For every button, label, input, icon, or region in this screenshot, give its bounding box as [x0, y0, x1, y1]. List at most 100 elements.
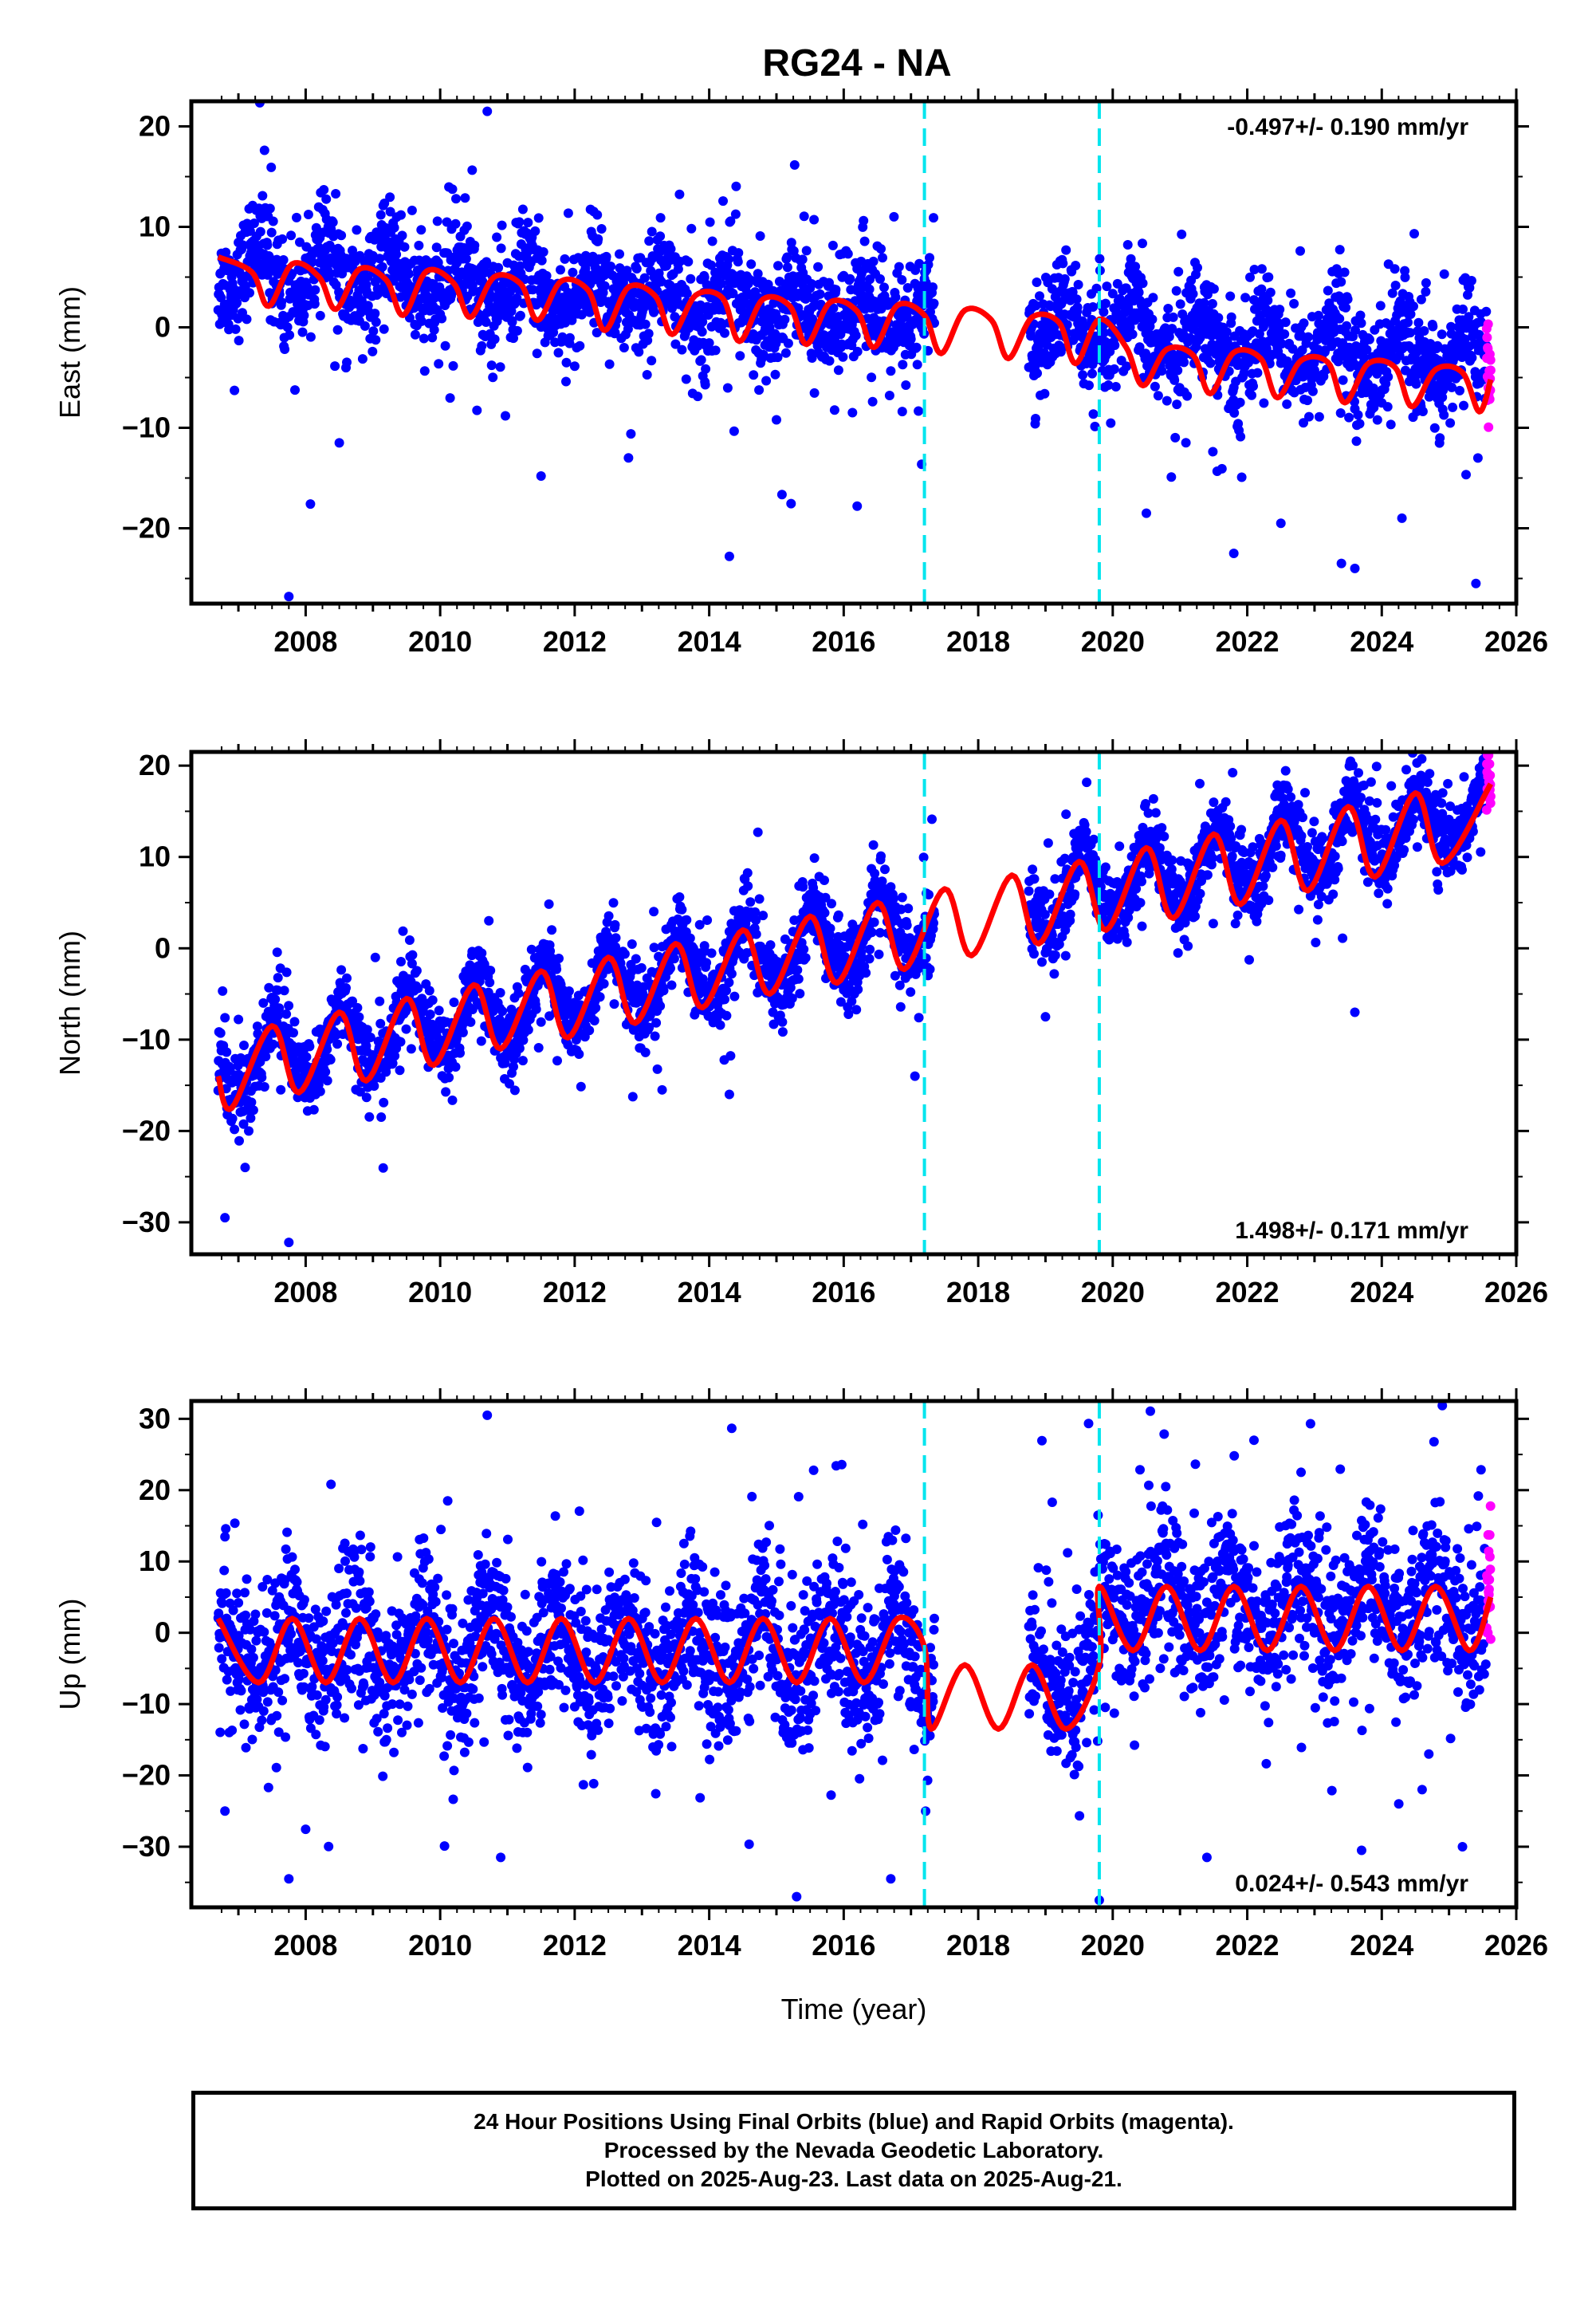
- final-orbit-point: [888, 893, 898, 903]
- north-plot-area: [213, 752, 1496, 1254]
- final-orbit-point: [1417, 407, 1428, 416]
- final-orbit-point: [1091, 283, 1102, 293]
- final-orbit-point: [890, 292, 901, 302]
- final-orbit-point: [467, 165, 478, 175]
- final-orbit-point: [1264, 272, 1274, 282]
- final-orbit-point: [925, 253, 934, 263]
- final-orbit-point: [259, 145, 269, 155]
- rapid-orbit-point: [1483, 319, 1493, 329]
- final-orbit-point: [1226, 312, 1236, 322]
- final-orbit-point: [770, 369, 780, 380]
- final-orbit-point: [1087, 368, 1097, 379]
- final-orbit-point: [897, 275, 907, 285]
- final-orbit-point: [460, 193, 470, 203]
- outlier-point: [1350, 563, 1360, 573]
- final-orbit-point: [364, 1112, 375, 1122]
- final-orbit-point: [859, 215, 869, 226]
- final-orbit-point: [391, 250, 402, 260]
- final-orbit-point: [315, 1086, 325, 1096]
- final-orbit-point: [533, 1043, 544, 1053]
- final-orbit-point: [1040, 348, 1049, 358]
- final-orbit-point: [1225, 291, 1236, 301]
- final-orbit-point: [867, 927, 877, 938]
- final-orbit-point: [1364, 334, 1374, 344]
- final-orbit-point: [693, 392, 703, 402]
- final-orbit-point: [699, 272, 710, 282]
- final-orbit-point: [273, 973, 283, 983]
- final-orbit-point: [321, 194, 332, 204]
- final-orbit-point: [1031, 414, 1040, 423]
- final-orbit-point: [397, 230, 407, 241]
- final-orbit-point: [277, 297, 287, 307]
- final-orbit-point: [370, 952, 380, 962]
- final-orbit-point: [789, 159, 800, 170]
- final-orbit-point: [1342, 294, 1353, 305]
- final-orbit-point: [1403, 317, 1413, 328]
- final-orbit-point: [268, 1039, 278, 1049]
- final-orbit-point: [777, 1027, 788, 1037]
- final-orbit-point: [801, 246, 812, 256]
- final-orbit-point: [1138, 278, 1148, 289]
- final-orbit-point: [1245, 272, 1255, 282]
- final-orbit-point: [451, 194, 461, 204]
- final-orbit-point: [1205, 358, 1216, 368]
- final-orbit-point: [906, 334, 916, 344]
- figure-title: RG24 - NA: [762, 42, 951, 85]
- final-orbit-point: [1122, 361, 1132, 372]
- final-orbit-point: [492, 232, 502, 242]
- final-orbit-point: [725, 216, 736, 226]
- final-orbit-point: [1336, 277, 1346, 287]
- final-orbit-point: [879, 282, 889, 293]
- final-orbit-point: [1424, 392, 1434, 402]
- final-orbit-point: [636, 962, 647, 973]
- final-orbit-point: [1112, 278, 1122, 289]
- final-orbit-point: [874, 949, 884, 959]
- final-orbit-point: [248, 1105, 258, 1116]
- final-orbit-point: [1247, 390, 1256, 400]
- final-orbit-point: [1065, 909, 1075, 919]
- final-orbit-point: [914, 1013, 924, 1023]
- east-y-axis-label: East (mm): [53, 286, 86, 419]
- final-orbit-point: [674, 892, 685, 902]
- final-orbit-point: [627, 939, 637, 949]
- final-orbit-point: [1107, 289, 1118, 299]
- final-orbit-point: [1072, 302, 1083, 313]
- final-orbit-point: [362, 1025, 372, 1035]
- final-orbit-point: [342, 357, 352, 368]
- final-orbit-point: [1433, 340, 1443, 351]
- final-orbit-point: [215, 1028, 226, 1038]
- final-orbit-point: [1055, 347, 1066, 357]
- final-orbit-point: [368, 346, 378, 356]
- final-orbit-point: [514, 1043, 525, 1053]
- final-orbit-point: [1276, 339, 1287, 349]
- final-orbit-point: [1291, 376, 1301, 386]
- final-orbit-point: [1344, 412, 1354, 423]
- final-orbit-point: [1461, 470, 1471, 480]
- final-orbit-point: [265, 203, 275, 214]
- final-orbit-point: [615, 249, 624, 259]
- final-orbit-point: [332, 1039, 343, 1049]
- final-orbit-point: [486, 360, 497, 371]
- final-orbit-point: [576, 309, 587, 320]
- outlier-point: [536, 470, 546, 481]
- final-orbit-point: [348, 996, 357, 1006]
- final-orbit-point: [259, 1082, 269, 1092]
- final-orbit-point: [776, 490, 787, 500]
- final-orbit-point: [477, 340, 487, 351]
- final-orbit-point: [673, 264, 683, 274]
- final-orbit-point: [599, 281, 610, 291]
- final-orbit-point: [376, 1112, 387, 1122]
- final-orbit-point: [449, 998, 459, 1007]
- final-orbit-point: [1175, 299, 1185, 309]
- final-orbit-point: [1167, 324, 1177, 334]
- final-orbit-point: [242, 314, 252, 325]
- final-orbit-point: [1163, 304, 1173, 313]
- final-orbit-point: [876, 851, 886, 861]
- final-orbit-point: [827, 899, 836, 909]
- final-orbit-point: [592, 328, 602, 338]
- final-orbit-point: [1249, 265, 1260, 274]
- final-orbit-point: [782, 262, 792, 273]
- x-tick-label: 2012: [543, 625, 607, 658]
- final-orbit-point: [331, 189, 341, 199]
- final-orbit-point: [437, 313, 447, 324]
